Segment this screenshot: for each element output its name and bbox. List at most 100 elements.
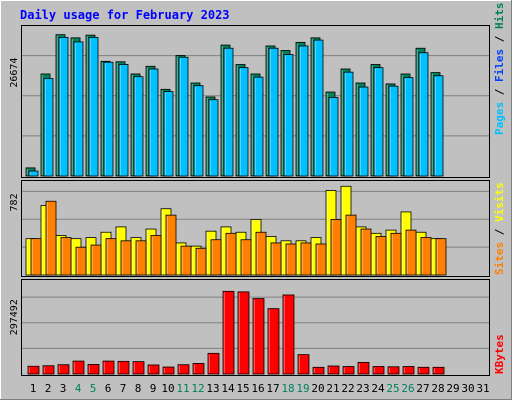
bar-sites-day-17	[270, 242, 282, 276]
x-tick-label-day-9: 9	[150, 382, 157, 395]
bar-sites-day-13	[210, 239, 222, 276]
bar-sites-day-1	[30, 238, 42, 276]
bar-kbytes-day-7	[117, 360, 130, 375]
bar-sites-day-11	[180, 245, 192, 276]
legend-kbytes-label: KBytes	[493, 334, 506, 374]
bar-files-day-19	[298, 45, 309, 177]
y-axis-label-kbytes: 297492	[9, 299, 20, 335]
bar-files-day-1	[28, 170, 39, 177]
bar-sites-day-25	[390, 232, 402, 276]
bar-sites-day-5	[90, 244, 102, 276]
legend-hits: Hits	[493, 3, 506, 30]
bar-kbytes-day-14	[222, 290, 235, 375]
bar-sites-day-24	[375, 236, 387, 276]
x-tick-label-day-1: 1	[30, 382, 37, 395]
panel-frames	[21, 25, 490, 376]
bar-kbytes-day-17	[267, 308, 280, 375]
chart-title: Daily usage for February 2023	[20, 8, 230, 22]
bar-files-day-14	[223, 47, 234, 177]
x-tick-label-day-11: 11	[176, 382, 189, 395]
bar-kbytes-day-24	[372, 366, 385, 375]
x-tick-label-day-30: 30	[461, 382, 474, 395]
x-tick-label-day-16: 16	[251, 382, 264, 395]
y-axis-labels: 26674 782 297492	[9, 58, 20, 336]
bar-files-day-22	[343, 71, 354, 177]
legend-separator-2: /	[493, 29, 506, 49]
chart-bars	[25, 34, 447, 375]
bar-files-day-9	[148, 68, 159, 177]
bar-files-day-17	[268, 47, 279, 177]
bar-sites-day-10	[165, 214, 177, 276]
legend-sites-visits: Sites / Visits	[493, 182, 506, 275]
bar-kbytes-day-26	[402, 366, 415, 375]
x-tick-label-day-7: 7	[120, 382, 127, 395]
bar-sites-day-7	[120, 240, 132, 276]
bar-files-day-15	[238, 67, 249, 177]
legend-kbytes: KBytes	[493, 334, 506, 374]
x-tick-label-day-3: 3	[60, 382, 67, 395]
bar-files-day-13	[208, 99, 219, 177]
y-axis-label-hits_files_pages: 26674	[9, 58, 20, 88]
x-tick-label-day-13: 13	[206, 382, 219, 395]
panel-sites-frame	[21, 180, 490, 277]
bar-sites-day-14	[225, 232, 237, 276]
bar-kbytes-day-3	[57, 364, 70, 375]
bar-sites-day-20	[315, 243, 327, 276]
bar-sites-day-23	[360, 228, 372, 276]
bar-kbytes-day-2	[42, 365, 55, 375]
bar-sites-day-3	[60, 237, 72, 276]
x-tick-label-day-19: 19	[296, 382, 309, 395]
legend-sites: Sites	[493, 242, 506, 275]
x-tick-label-day-21: 21	[326, 382, 339, 395]
bar-sites-day-8	[135, 240, 147, 276]
bar-files-day-18	[283, 54, 294, 177]
bar-sites-day-12	[195, 247, 207, 276]
bar-sites-day-26	[405, 229, 417, 276]
bar-files-day-11	[178, 56, 189, 177]
x-tick-label-day-17: 17	[266, 382, 279, 395]
x-tick-label-day-22: 22	[341, 382, 354, 395]
bar-kbytes-day-8	[132, 361, 145, 375]
legend-hits-files-pages: Pages / Files / Hits	[493, 3, 506, 136]
x-tick-label-day-26: 26	[401, 382, 414, 395]
legend-files: Files	[493, 49, 506, 82]
bar-kbytes-day-16	[252, 298, 265, 375]
x-tick-label-day-28: 28	[431, 382, 444, 395]
x-tick-label-day-4: 4	[75, 382, 82, 395]
panel-kbytes-frame	[21, 279, 490, 376]
x-tick-label-day-25: 25	[386, 382, 399, 395]
x-tick-label-day-8: 8	[135, 382, 142, 395]
bar-sites-day-22	[345, 214, 357, 276]
bar-sites-day-28	[435, 238, 447, 276]
bar-files-day-2	[43, 78, 54, 177]
legend-separator-3: /	[493, 222, 506, 242]
bar-kbytes-day-9	[147, 364, 160, 375]
bar-kbytes-day-21	[327, 365, 340, 375]
y-axis-label-sites_visits: 782	[9, 193, 20, 211]
bar-files-day-25	[388, 85, 399, 177]
x-tick-label-day-14: 14	[221, 382, 235, 395]
bar-kbytes-day-27	[417, 366, 430, 375]
bar-kbytes-day-6	[102, 360, 115, 375]
bar-files-day-23	[358, 86, 369, 177]
bar-kbytes-day-4	[72, 360, 85, 375]
bar-kbytes-day-22	[342, 366, 355, 375]
bar-kbytes-day-11	[177, 364, 190, 375]
x-tick-label-day-15: 15	[236, 382, 249, 395]
bar-files-day-4	[73, 41, 84, 177]
bar-files-day-26	[403, 77, 414, 177]
x-tick-label-day-20: 20	[311, 382, 324, 395]
bar-sites-day-4	[75, 246, 87, 276]
x-tick-label-day-12: 12	[191, 382, 204, 395]
bar-files-day-8	[133, 76, 144, 177]
x-tick-label-day-23: 23	[356, 382, 369, 395]
bar-files-day-5	[88, 36, 99, 177]
bar-files-day-7	[118, 64, 129, 177]
bar-sites-day-2	[45, 200, 57, 276]
legend-pages: Pages	[493, 102, 506, 135]
bar-kbytes-day-20	[312, 366, 325, 375]
bar-sites-day-27	[420, 237, 432, 276]
bar-files-day-20	[313, 39, 324, 177]
bar-kbytes-day-23	[357, 361, 370, 375]
